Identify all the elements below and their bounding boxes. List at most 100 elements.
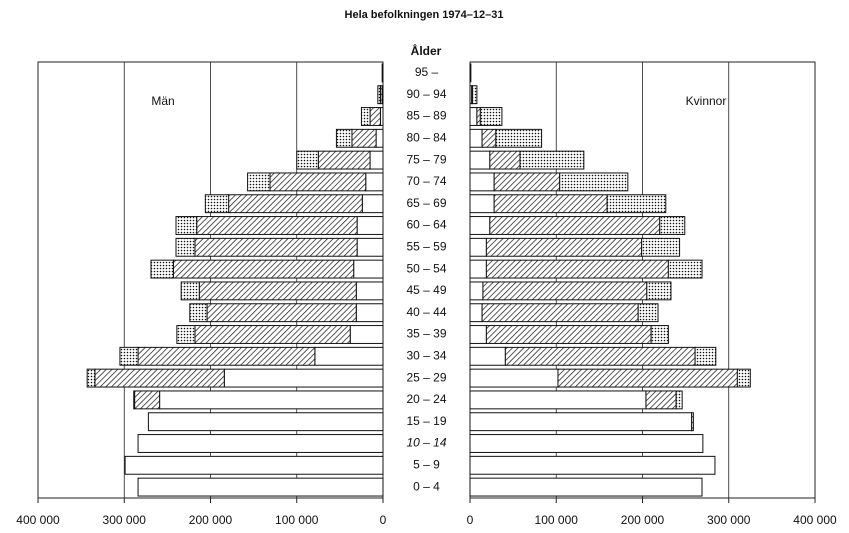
bar-segment	[469, 128, 483, 148]
bar-segment	[469, 194, 495, 214]
bar-segment	[137, 346, 316, 366]
bar-segment	[360, 107, 371, 126]
bar-segment	[137, 434, 384, 453]
age-label: 0 – 4	[413, 479, 440, 493]
bar-segment	[353, 259, 384, 279]
bar-segment	[557, 368, 738, 388]
chart-title: Hela befolkningen 1974–12–31	[345, 9, 504, 21]
x-tick-label: 0	[467, 513, 474, 527]
bar-segment	[314, 346, 384, 366]
age-label: 85 – 89	[406, 109, 446, 123]
age-label: 15 – 19	[406, 414, 446, 428]
bar-segment	[196, 216, 358, 235]
age-label: 30 – 34	[406, 348, 446, 362]
x-tick-label: 100 000	[535, 513, 579, 527]
bar-segment	[317, 150, 371, 170]
bar-segment	[469, 281, 484, 301]
bar-segment	[667, 259, 703, 279]
bar-segment	[189, 303, 208, 323]
age-label: 55 – 59	[406, 239, 446, 253]
bar-segment	[381, 63, 384, 83]
bar-segment	[159, 390, 384, 410]
bar-segment	[469, 259, 487, 279]
bar-segment	[489, 150, 521, 170]
age-label: 95 –	[415, 65, 439, 79]
bar-segment	[469, 412, 693, 432]
bar-segment	[335, 128, 353, 148]
bar-segment	[365, 172, 384, 192]
bar-segment	[172, 259, 355, 279]
bar-segment	[349, 325, 384, 344]
bar-segment	[485, 259, 669, 279]
bar-segment	[645, 390, 677, 410]
bar-segment	[559, 172, 629, 192]
bar-segment	[361, 194, 384, 214]
bar-segment	[377, 85, 381, 105]
bar-segment	[485, 325, 652, 344]
bar-segment	[493, 172, 561, 192]
bar-segment	[133, 390, 136, 410]
age-label: 90 – 94	[406, 87, 446, 101]
bar-segment	[504, 346, 696, 366]
bar-segment	[691, 412, 694, 432]
bar-segment	[646, 281, 672, 301]
age-label: 50 – 54	[406, 261, 446, 275]
x-tick-label: 300 000	[103, 513, 147, 527]
bar-segment	[198, 281, 357, 301]
x-tick-label: 0	[380, 513, 387, 527]
bar-segment	[204, 194, 230, 214]
bar-segment	[206, 303, 357, 323]
bar-segment	[659, 216, 686, 235]
age-label: 10 – 14	[406, 436, 446, 450]
bar-segment	[489, 216, 661, 235]
bar-segment	[119, 346, 139, 366]
bar-segment	[476, 107, 481, 126]
bar-segment	[147, 412, 384, 432]
bar-segment	[175, 237, 196, 257]
age-label: 60 – 64	[406, 218, 446, 232]
bar-segment	[137, 477, 384, 497]
bar-segment	[355, 303, 384, 323]
x-tick-label: 400 000	[16, 513, 60, 527]
bar-segment	[469, 150, 491, 170]
bar-segment	[495, 128, 543, 148]
bar-segment	[469, 172, 495, 192]
bar-segment	[650, 325, 669, 344]
age-label: 35 – 39	[406, 327, 446, 341]
bar-segment	[481, 128, 497, 148]
axis-label: Ålder	[411, 43, 442, 58]
age-label: 25 – 29	[406, 370, 446, 384]
bar-segment	[469, 303, 483, 323]
bar-segment	[86, 368, 96, 388]
bar-segment	[482, 281, 648, 301]
bar-segment	[637, 303, 659, 323]
bar-segment	[479, 107, 503, 126]
bar-segment	[351, 128, 377, 148]
age-label: 40 – 44	[406, 305, 446, 319]
bar-segment	[194, 325, 351, 344]
age-label: 45 – 49	[406, 283, 446, 297]
bar-segment	[469, 216, 491, 235]
side-label: Män	[151, 94, 174, 108]
bar-segment	[641, 237, 681, 257]
bar-segment	[247, 172, 271, 192]
bar-segment	[469, 107, 478, 126]
bar-segment	[296, 150, 319, 170]
bar-segment	[355, 281, 384, 301]
bar-segment	[375, 128, 384, 148]
x-tick-label: 400 000	[793, 513, 837, 527]
bar-segment	[150, 259, 174, 279]
bar-segment	[519, 150, 585, 170]
bar-segment	[176, 325, 196, 344]
bar-segment	[469, 477, 703, 497]
age-label: 75 – 79	[406, 152, 446, 166]
age-label: 20 – 24	[406, 392, 446, 406]
bar-segment	[469, 455, 716, 475]
age-label: 65 – 69	[406, 196, 446, 210]
bar-segment	[223, 368, 384, 388]
bar-segment	[369, 107, 381, 126]
bar-segment	[469, 434, 704, 453]
age-label: 80 – 84	[406, 130, 446, 144]
bar-segment	[356, 216, 384, 235]
